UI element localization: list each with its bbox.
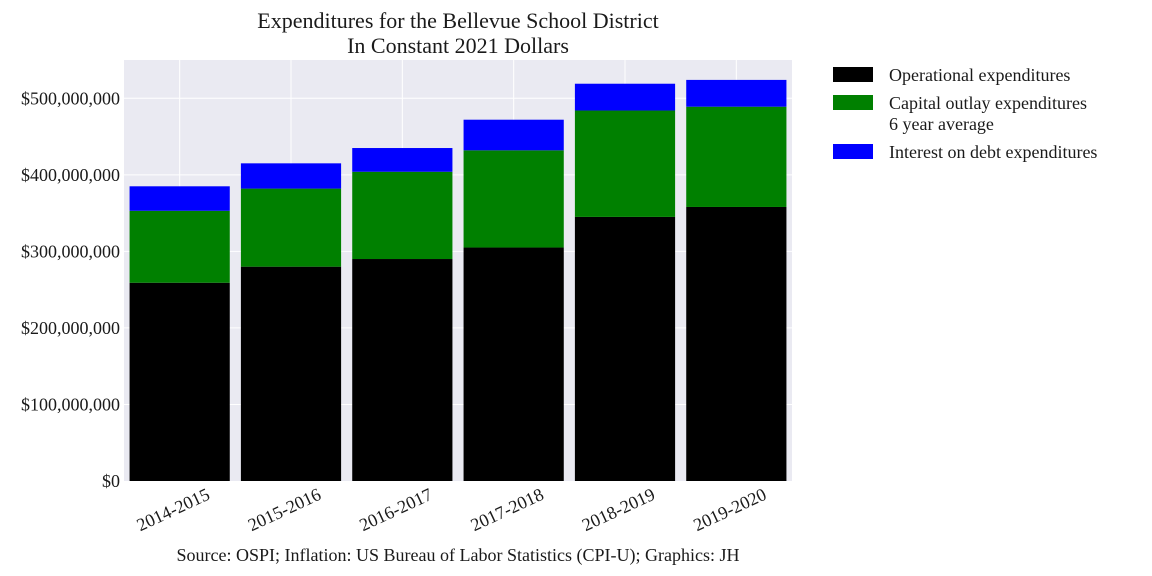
bar-segment — [240, 188, 342, 267]
y-tick-label: $500,000,000 — [21, 88, 120, 108]
bar-segment — [463, 150, 564, 248]
bar-segment — [129, 186, 230, 211]
bar-segment — [574, 110, 676, 217]
bar-segment — [686, 206, 787, 481]
legend-label: Operational expenditures — [889, 65, 1070, 85]
legend-swatch — [833, 95, 873, 110]
x-tick-label: 2017-2018 — [468, 484, 547, 535]
y-tick-label: $300,000,000 — [21, 241, 120, 261]
legend: Operational expenditures Capital outlay e… — [833, 65, 1097, 162]
legend-label: 6 year average — [889, 114, 994, 134]
y-tick-label: $100,000,000 — [21, 394, 120, 414]
y-tick-label: $400,000,000 — [21, 165, 120, 185]
legend-swatch — [833, 67, 873, 82]
bar-segment — [352, 171, 453, 260]
x-tick-label: 2016-2017 — [356, 484, 435, 535]
bar-segment — [352, 259, 453, 481]
legend-label: Interest on debt expenditures — [889, 142, 1097, 162]
bars — [129, 79, 787, 481]
bar-segment — [129, 282, 230, 481]
x-axis-ticks: 2014-2015 2015-2016 2016-2017 2017-2018 2018… — [134, 484, 770, 535]
chart-title: Expenditures for the Bellevue School Dis… — [257, 8, 658, 33]
bar-segment — [240, 266, 342, 481]
bar-segment — [574, 216, 676, 481]
legend-swatch — [833, 144, 873, 159]
bar-segment — [574, 83, 676, 111]
legend-label: Capital outlay expenditures — [889, 93, 1087, 113]
x-tick-label: 2015-2016 — [245, 484, 324, 535]
y-axis-ticks: $0 $100,000,000 $200,000,000 $300,000,000 $4… — [21, 88, 120, 491]
source-note: Source: OSPI; Inflation: US Bureau of La… — [177, 545, 740, 566]
y-tick-label: $0 — [102, 471, 120, 491]
bar-segment — [463, 247, 564, 481]
x-tick-label: 2014-2015 — [134, 484, 213, 535]
bar-segment — [352, 148, 453, 172]
bar-segment — [463, 119, 564, 151]
bar-segment — [686, 79, 787, 107]
bar-segment — [129, 210, 230, 283]
x-tick-label: 2018-2019 — [579, 484, 658, 535]
y-tick-label: $200,000,000 — [21, 318, 120, 338]
bar-segment — [240, 163, 342, 189]
plot-area — [124, 60, 792, 481]
x-tick-label: 2019-2020 — [690, 484, 769, 535]
bar-segment — [686, 106, 787, 207]
chart-subtitle: In Constant 2021 Dollars — [347, 33, 569, 58]
